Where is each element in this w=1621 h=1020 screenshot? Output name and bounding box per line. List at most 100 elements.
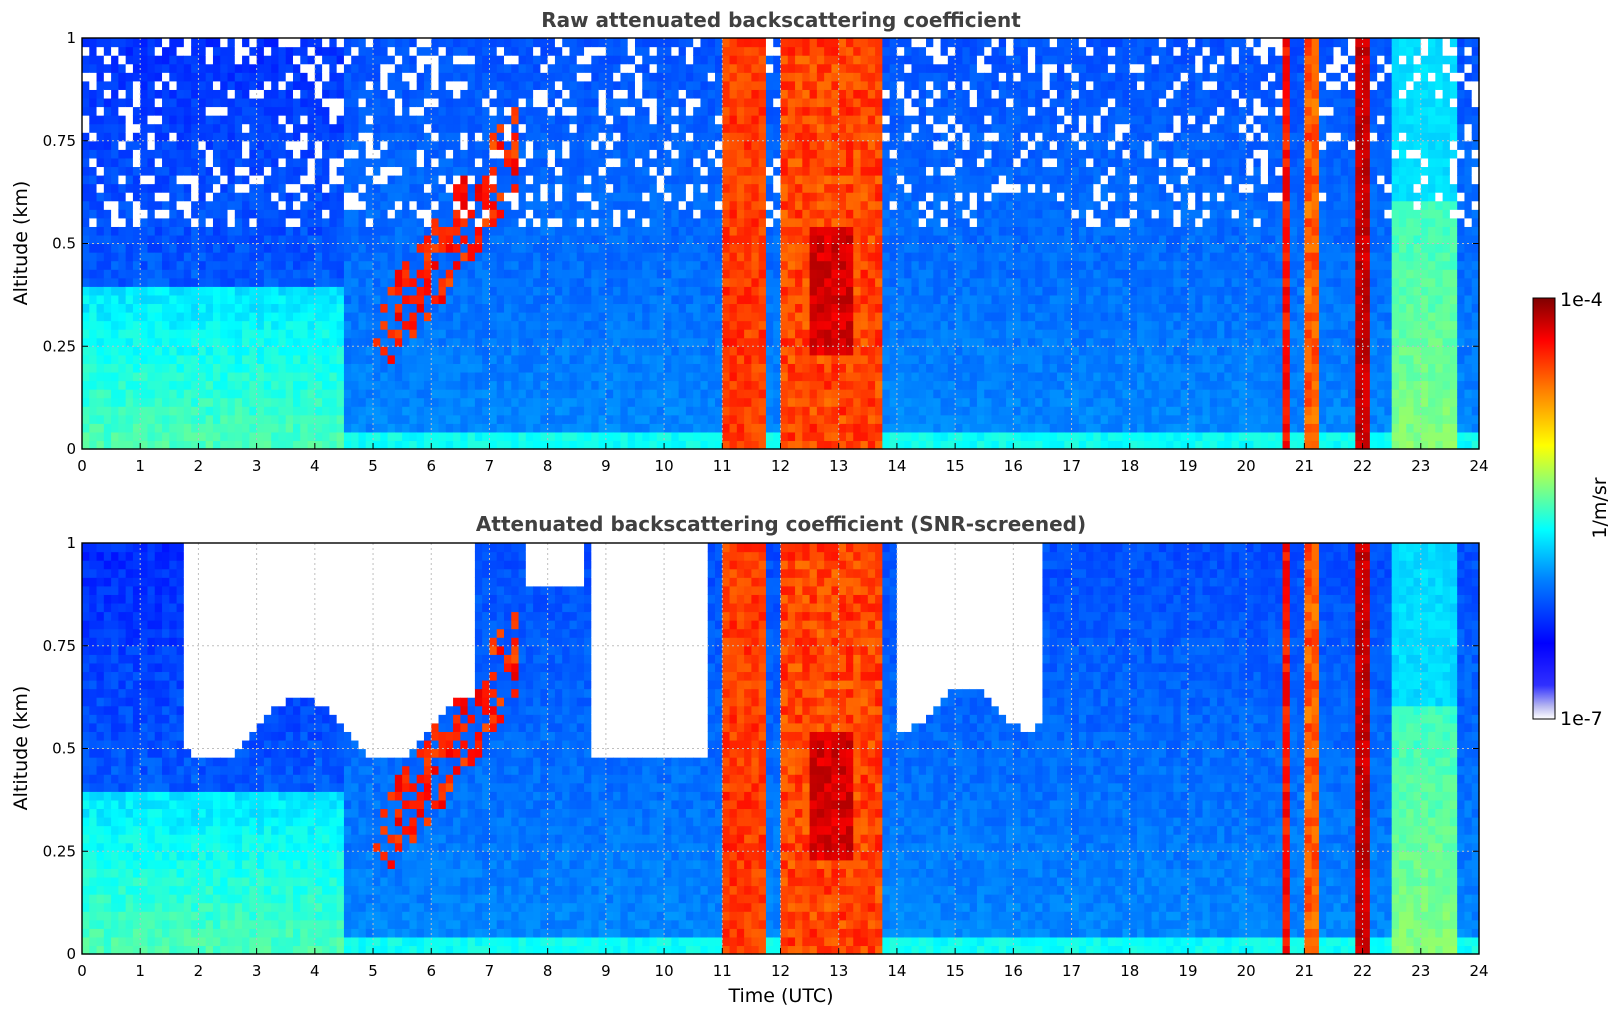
heatmap-cell [373,363,381,373]
heatmap-cell [729,260,738,270]
heatmap-cell [205,72,214,82]
heatmap-cell [460,132,469,142]
heatmap-cell [205,380,214,390]
heatmap-cell [765,183,774,193]
heatmap-cell [751,80,760,90]
heatmap-cell [227,226,236,236]
heatmap-cell [598,346,607,356]
heatmap-cell [496,380,505,390]
heatmap-cell [751,406,760,416]
heatmap-cell [773,183,782,193]
heatmap-cell [329,157,338,168]
heatmap-cell [118,115,127,125]
heatmap-cell [474,337,483,347]
heatmap-cell [787,294,796,305]
heatmap-cell [162,115,170,125]
heatmap-cell [96,346,105,356]
heatmap-cell [482,380,491,390]
heatmap-cell [445,252,454,262]
heatmap-cell [540,320,549,330]
heatmap-cell [540,406,549,416]
heatmap-cell [656,414,665,424]
heatmap-cell [634,440,643,450]
heatmap-cell [634,389,643,399]
heatmap-cell [824,380,833,390]
heatmap-cell [664,209,672,219]
heatmap-cell [722,252,731,262]
heatmap-cell [540,389,549,399]
heatmap-cell [293,243,301,253]
heatmap-cell [285,217,294,227]
heatmap-cell [118,234,127,245]
heatmap-cell [242,217,250,227]
heatmap-cell [438,115,447,125]
heatmap-cell [504,46,512,56]
heatmap-cell [154,440,163,450]
heatmap-cell [453,140,461,150]
heatmap-cell [191,440,200,450]
heatmap-cell [569,123,578,133]
heatmap-cell [773,80,782,90]
heatmap-cell [584,397,592,407]
heatmap-cell [831,252,840,262]
heatmap-cell [293,192,301,202]
heatmap-cell [722,46,731,56]
heatmap-cell [191,303,200,313]
heatmap-cell [460,192,469,202]
heatmap-cell [402,431,411,442]
heatmap-cell [576,329,585,339]
heatmap-cell [293,55,301,65]
heatmap-cell [656,63,665,73]
heatmap-cell [387,140,396,150]
heatmap-cell [314,234,323,245]
heatmap-cell [89,209,98,219]
heatmap-cell [82,217,90,227]
heatmap-cell [707,55,716,65]
heatmap-cell [307,277,316,287]
heatmap-cell [627,63,636,73]
heatmap-cell [634,431,643,442]
heatmap-cell [744,277,752,287]
heatmap-cell [365,234,374,245]
heatmap-cell [547,166,556,176]
heatmap-cell [329,414,338,424]
heatmap-cell [591,63,600,73]
heatmap-cell [205,260,214,270]
heatmap-cell [693,286,702,296]
heatmap-cell [409,380,418,390]
heatmap-cell [562,260,571,270]
heatmap-cell [533,149,541,159]
heatmap-cell [336,89,345,99]
heatmap-cell [140,354,149,364]
heatmap-cell [824,286,833,296]
heatmap-cell [627,106,636,116]
heatmap-cell [154,55,163,65]
heatmap-cell [656,260,665,270]
heatmap-cell [787,337,796,347]
heatmap-cell [307,209,316,219]
heatmap-cell [569,192,578,202]
heatmap-cell [111,397,119,407]
heatmap-cell [162,46,170,56]
heatmap-cell [431,123,440,133]
heatmap-cell [322,80,330,90]
heatmap-cell [111,269,119,279]
heatmap-cell [816,106,825,116]
heatmap-cell [140,303,149,313]
heatmap-cell [212,414,221,424]
heatmap-cell [642,226,651,236]
heatmap-cell [729,337,738,347]
heatmap-cell [373,38,381,48]
heatmap-cell [256,252,265,262]
heatmap-cell [82,183,90,193]
heatmap-cell [678,200,687,210]
heatmap-cell [518,380,527,390]
heatmap-cell [511,294,520,305]
heatmap-cell [496,397,505,407]
heatmap-cell [409,55,418,65]
heatmap-cell [438,200,447,210]
heatmap-cell [809,234,818,245]
heatmap-cell [693,363,702,373]
heatmap-cell [329,115,338,125]
heatmap-cell [816,89,825,99]
